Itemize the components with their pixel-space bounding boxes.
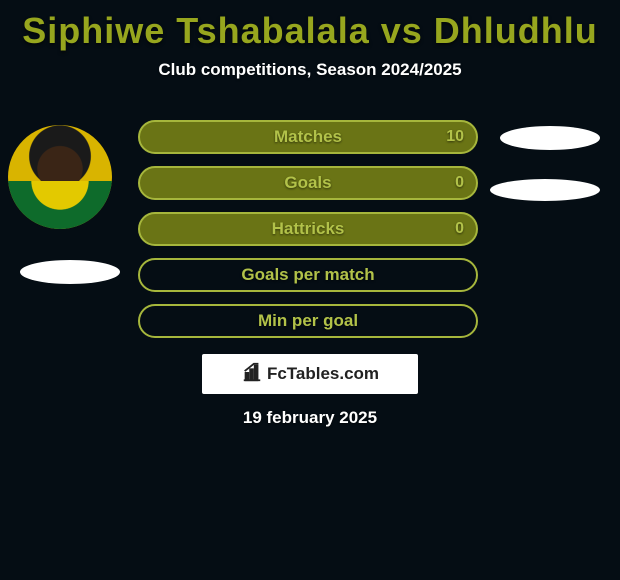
player-right-name-pill [490, 179, 600, 201]
subtitle: Club competitions, Season 2024/2025 [0, 60, 620, 80]
bar-label: Matches [274, 127, 342, 147]
watermark: FcTables.com [202, 354, 418, 394]
title-player-right: Dhludhlu [434, 10, 598, 51]
player-left-name-pill [20, 260, 120, 284]
bar-hattricks: Hattricks 0 [138, 212, 478, 246]
comparison-title: Siphiwe Tshabalala vs Dhludhlu [0, 0, 620, 52]
title-player-left: Siphiwe Tshabalala [22, 10, 369, 51]
chart-bars-icon [241, 361, 263, 388]
bar-goals: Goals 0 [138, 166, 478, 200]
bar-goals-per-match: Goals per match [138, 258, 478, 292]
date-text: 19 february 2025 [0, 408, 620, 428]
bar-value-left: 0 [455, 174, 464, 192]
bar-value-left: 10 [446, 128, 464, 146]
bar-label: Goals per match [241, 265, 374, 285]
watermark-text: FcTables.com [267, 364, 379, 384]
bar-value-left: 0 [455, 220, 464, 238]
stat-bars: Matches 10 Goals 0 Hattricks 0 Goals per… [138, 120, 478, 350]
bar-label: Min per goal [258, 311, 358, 331]
bar-label: Hattricks [272, 219, 345, 239]
title-vs: vs [370, 10, 434, 51]
bar-label: Goals [284, 173, 331, 193]
player-left-avatar [8, 125, 112, 229]
bar-matches: Matches 10 [138, 120, 478, 154]
player-right-avatar-placeholder [500, 126, 600, 150]
bar-min-per-goal: Min per goal [138, 304, 478, 338]
